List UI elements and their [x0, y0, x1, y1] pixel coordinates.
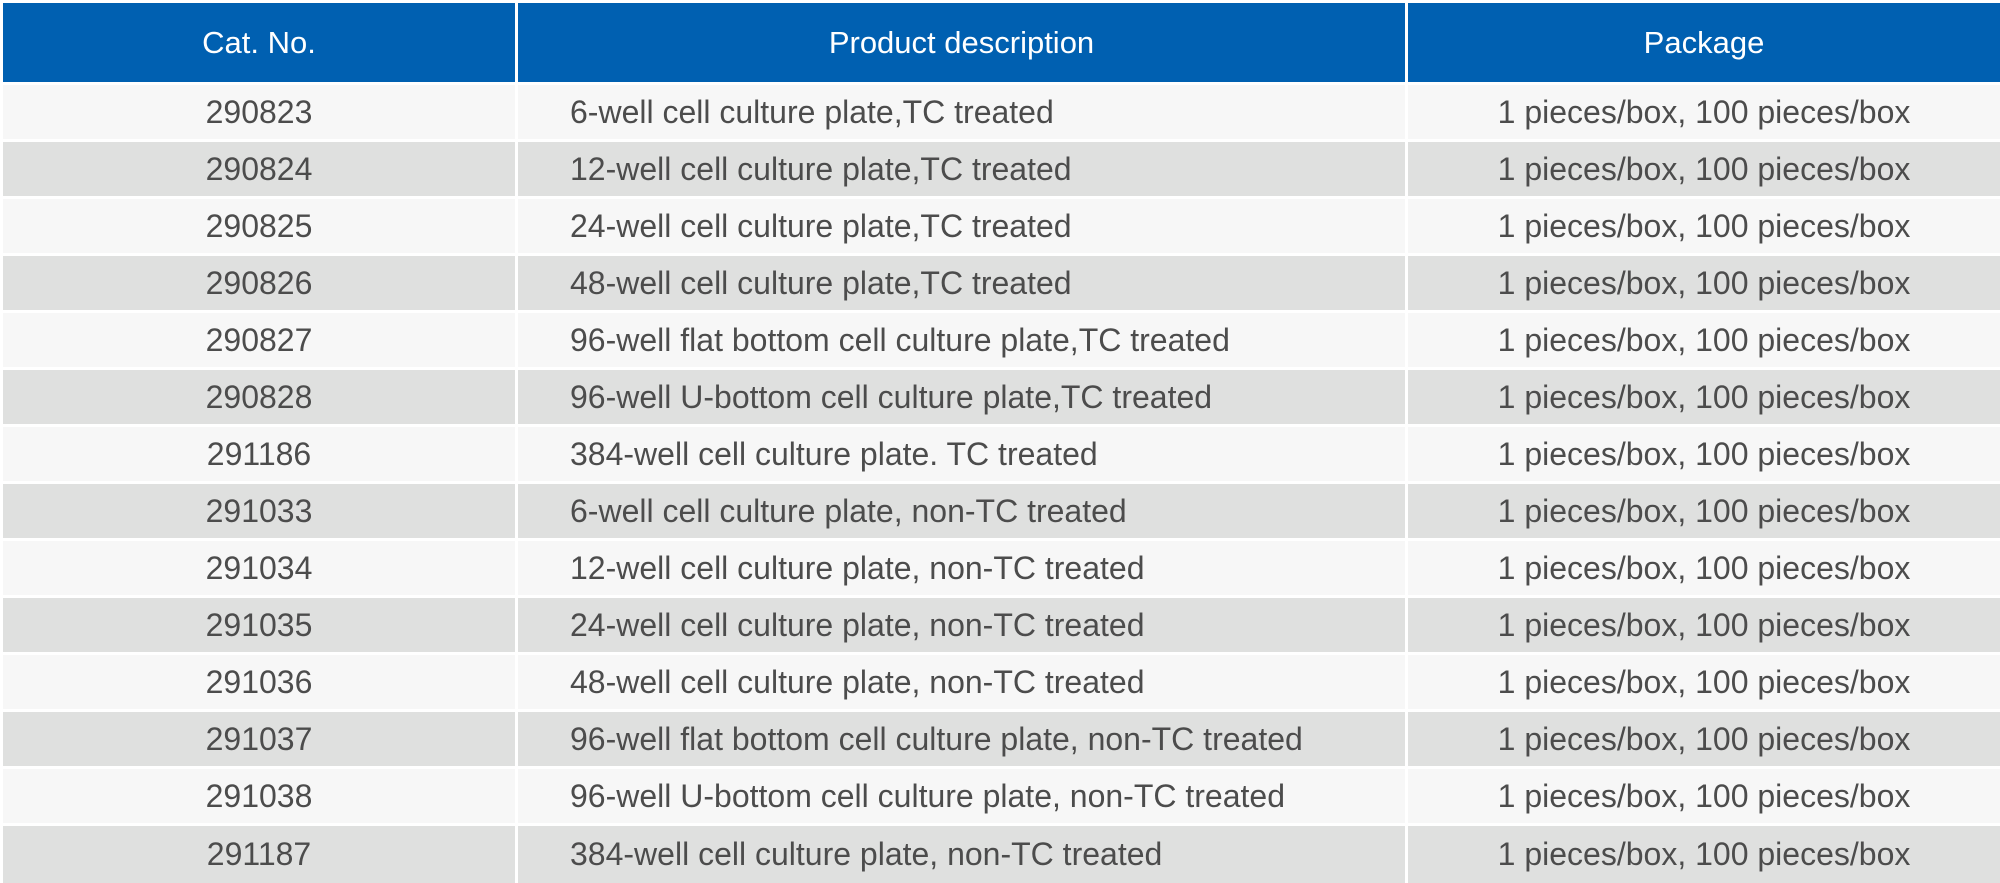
- header-package: Package: [1408, 3, 2000, 82]
- table-row: 291033 6-well cell culture plate, non-TC…: [0, 484, 2000, 538]
- description-cell: 384-well cell culture plate. TC treated: [518, 427, 1405, 481]
- table-row: 291187 384-well cell culture plate, non-…: [0, 826, 2000, 883]
- description-cell: 96-well U-bottom cell culture plate,TC t…: [518, 370, 1405, 424]
- cat-no-cell: 291186: [3, 427, 515, 481]
- cat-no-cell: 290823: [3, 85, 515, 139]
- table-row: 291035 24-well cell culture plate, non-T…: [0, 598, 2000, 652]
- package-cell: 1 pieces/box, 100 pieces/box: [1408, 655, 2000, 709]
- package-cell: 1 pieces/box, 100 pieces/box: [1408, 826, 2000, 883]
- cat-no-cell: 291033: [3, 484, 515, 538]
- description-cell: 12-well cell culture plate, non-TC treat…: [518, 541, 1405, 595]
- cat-no-cell: 291036: [3, 655, 515, 709]
- description-cell: 96-well U-bottom cell culture plate, non…: [518, 769, 1405, 823]
- description-cell: 96-well flat bottom cell culture plate,T…: [518, 313, 1405, 367]
- table-row: 290825 24-well cell culture plate,TC tre…: [0, 199, 2000, 253]
- table-row: 291034 12-well cell culture plate, non-T…: [0, 541, 2000, 595]
- cat-no-cell: 290828: [3, 370, 515, 424]
- header-cat-no: Cat. No.: [3, 3, 515, 82]
- header-product-description: Product description: [518, 3, 1405, 82]
- package-cell: 1 pieces/box, 100 pieces/box: [1408, 541, 2000, 595]
- table-row: 290827 96-well flat bottom cell culture …: [0, 313, 2000, 367]
- table-row: 290823 6-well cell culture plate,TC trea…: [0, 85, 2000, 139]
- table-row: 290828 96-well U-bottom cell culture pla…: [0, 370, 2000, 424]
- table-row: 291038 96-well U-bottom cell culture pla…: [0, 769, 2000, 823]
- description-cell: 96-well flat bottom cell culture plate, …: [518, 712, 1405, 766]
- cat-no-cell: 291187: [3, 826, 515, 883]
- package-cell: 1 pieces/box, 100 pieces/box: [1408, 427, 2000, 481]
- package-cell: 1 pieces/box, 100 pieces/box: [1408, 142, 2000, 196]
- package-cell: 1 pieces/box, 100 pieces/box: [1408, 256, 2000, 310]
- table-row: 291036 48-well cell culture plate, non-T…: [0, 655, 2000, 709]
- package-cell: 1 pieces/box, 100 pieces/box: [1408, 769, 2000, 823]
- table-header: Cat. No. Product description Package: [0, 3, 2000, 82]
- cat-no-cell: 291035: [3, 598, 515, 652]
- package-cell: 1 pieces/box, 100 pieces/box: [1408, 85, 2000, 139]
- cat-no-cell: 291034: [3, 541, 515, 595]
- cat-no-cell: 290826: [3, 256, 515, 310]
- cat-no-cell: 291037: [3, 712, 515, 766]
- description-cell: 12-well cell culture plate,TC treated: [518, 142, 1405, 196]
- package-cell: 1 pieces/box, 100 pieces/box: [1408, 199, 2000, 253]
- table-row: 291037 96-well flat bottom cell culture …: [0, 712, 2000, 766]
- package-cell: 1 pieces/box, 100 pieces/box: [1408, 370, 2000, 424]
- cat-no-cell: 290825: [3, 199, 515, 253]
- cat-no-cell: 290824: [3, 142, 515, 196]
- table-row: 291186 384-well cell culture plate. TC t…: [0, 427, 2000, 481]
- package-cell: 1 pieces/box, 100 pieces/box: [1408, 712, 2000, 766]
- description-cell: 6-well cell culture plate,TC treated: [518, 85, 1405, 139]
- table-row: 290826 48-well cell culture plate,TC tre…: [0, 256, 2000, 310]
- description-cell: 24-well cell culture plate, non-TC treat…: [518, 598, 1405, 652]
- description-cell: 48-well cell culture plate, non-TC treat…: [518, 655, 1405, 709]
- description-cell: 24-well cell culture plate,TC treated: [518, 199, 1405, 253]
- package-cell: 1 pieces/box, 100 pieces/box: [1408, 484, 2000, 538]
- package-cell: 1 pieces/box, 100 pieces/box: [1408, 598, 2000, 652]
- cat-no-cell: 290827: [3, 313, 515, 367]
- cat-no-cell: 291038: [3, 769, 515, 823]
- table-row: 290824 12-well cell culture plate,TC tre…: [0, 142, 2000, 196]
- description-cell: 48-well cell culture plate,TC treated: [518, 256, 1405, 310]
- package-cell: 1 pieces/box, 100 pieces/box: [1408, 313, 2000, 367]
- description-cell: 6-well cell culture plate, non-TC treate…: [518, 484, 1405, 538]
- description-cell: 384-well cell culture plate, non-TC trea…: [518, 826, 1405, 883]
